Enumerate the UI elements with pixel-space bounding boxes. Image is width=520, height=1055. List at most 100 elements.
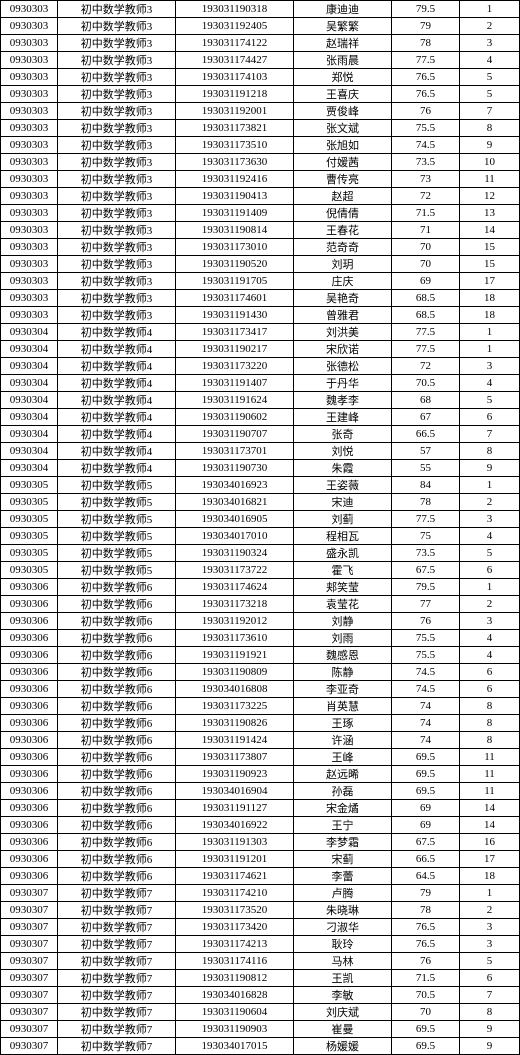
cell: 77.5 (392, 324, 460, 341)
cell: 郑悦 (294, 69, 392, 86)
cell: 78 (392, 35, 460, 52)
cell: 初中数学教师6 (58, 715, 176, 732)
cell: 初中数学教师6 (58, 783, 176, 800)
cell: 193034016905 (176, 511, 294, 528)
cell: 11 (460, 171, 520, 188)
cell: 初中数学教师4 (58, 426, 176, 443)
cell: 0930307 (1, 885, 58, 902)
cell: 宋欣诺 (294, 341, 392, 358)
cell: 79.5 (392, 579, 460, 596)
table-row: 0930307初中数学教师7193031173520朱晓琳782 (1, 902, 520, 919)
cell: 张奇 (294, 426, 392, 443)
cell: 0930306 (1, 630, 58, 647)
cell: 193031192416 (176, 171, 294, 188)
cell: 初中数学教师6 (58, 817, 176, 834)
table-row: 0930306初中数学教师6193031173218袁莹花772 (1, 596, 520, 613)
cell: 77.5 (392, 341, 460, 358)
cell: 初中数学教师7 (58, 902, 176, 919)
cell: 79 (392, 885, 460, 902)
cell: 0930307 (1, 1021, 58, 1038)
table-row: 0930303初中数学教师3193031192405吴繁繁792 (1, 18, 520, 35)
table-row: 0930303初中数学教师3193031190520刘玥7015 (1, 256, 520, 273)
cell: 0930306 (1, 800, 58, 817)
cell: 0930303 (1, 35, 58, 52)
cell: 0930307 (1, 970, 58, 987)
cell: 7 (460, 987, 520, 1004)
cell: 卢腾 (294, 885, 392, 902)
cell: 贾俊峰 (294, 103, 392, 120)
cell: 初中数学教师3 (58, 188, 176, 205)
cell: 11 (460, 766, 520, 783)
cell: 刘静 (294, 613, 392, 630)
cell: 0930306 (1, 783, 58, 800)
cell: 王建峰 (294, 409, 392, 426)
cell: 郏笑莹 (294, 579, 392, 596)
cell: 9 (460, 1038, 520, 1055)
cell: 193031174116 (176, 953, 294, 970)
cell: 0930306 (1, 868, 58, 885)
cell: 肖英慧 (294, 698, 392, 715)
cell: 0930307 (1, 936, 58, 953)
table-row: 0930304初中数学教师4193031190730朱霞559 (1, 460, 520, 477)
cell: 初中数学教师4 (58, 324, 176, 341)
cell: 9 (460, 137, 520, 154)
cell: 9 (460, 1021, 520, 1038)
cell: 193031173010 (176, 239, 294, 256)
cell: 初中数学教师3 (58, 205, 176, 222)
cell: 18 (460, 290, 520, 307)
cell: 76.5 (392, 919, 460, 936)
cell: 4 (460, 528, 520, 545)
cell: 初中数学教师6 (58, 749, 176, 766)
cell: 6 (460, 970, 520, 987)
table-row: 0930303初中数学教师3193031174103郑悦76.55 (1, 69, 520, 86)
cell: 盛永凯 (294, 545, 392, 562)
cell: 庄庆 (294, 273, 392, 290)
cell: 李蕾 (294, 868, 392, 885)
cell: 初中数学教师7 (58, 970, 176, 987)
cell: 宋金燏 (294, 800, 392, 817)
cell: 0930304 (1, 409, 58, 426)
cell: 4 (460, 647, 520, 664)
cell: 0930305 (1, 562, 58, 579)
cell: 76 (392, 953, 460, 970)
cell: 18 (460, 307, 520, 324)
cell: 赵远晞 (294, 766, 392, 783)
cell: 张文斌 (294, 120, 392, 137)
cell: 68.5 (392, 307, 460, 324)
cell: 宋迪 (294, 494, 392, 511)
cell: 刘庆斌 (294, 1004, 392, 1021)
cell: 初中数学教师4 (58, 358, 176, 375)
cell: 193031173722 (176, 562, 294, 579)
cell: 初中数学教师6 (58, 664, 176, 681)
cell: 0930303 (1, 103, 58, 120)
cell: 初中数学教师3 (58, 307, 176, 324)
table-row: 0930307初中数学教师7193031174116马林765 (1, 953, 520, 970)
table-row: 0930306初中数学教师6193034016808李亚奇74.56 (1, 681, 520, 698)
table-row: 0930305初中数学教师5193031173722霍飞67.56 (1, 562, 520, 579)
cell: 0930303 (1, 239, 58, 256)
cell: 64.5 (392, 868, 460, 885)
cell: 193031190602 (176, 409, 294, 426)
table-row: 0930303初中数学教师3193031174601吴艳奇68.518 (1, 290, 520, 307)
cell: 193031191624 (176, 392, 294, 409)
cell: 73.5 (392, 545, 460, 562)
cell: 193031173220 (176, 358, 294, 375)
cell: 193031173225 (176, 698, 294, 715)
cell: 76.5 (392, 69, 460, 86)
table-row: 0930305初中数学教师5193034016905刘蓟77.53 (1, 511, 520, 528)
cell: 193031191407 (176, 375, 294, 392)
cell: 193031173520 (176, 902, 294, 919)
cell: 初中数学教师7 (58, 1004, 176, 1021)
cell: 0930303 (1, 18, 58, 35)
cell: 57 (392, 443, 460, 460)
cell: 193031174621 (176, 868, 294, 885)
cell: 17 (460, 273, 520, 290)
cell: 193034016923 (176, 477, 294, 494)
cell: 初中数学教师6 (58, 766, 176, 783)
cell: 初中数学教师3 (58, 18, 176, 35)
cell: 193031174103 (176, 69, 294, 86)
cell: 16 (460, 834, 520, 851)
cell: 刁淑华 (294, 919, 392, 936)
cell: 193031190903 (176, 1021, 294, 1038)
table-row: 0930304初中数学教师4193031173220张德松723 (1, 358, 520, 375)
